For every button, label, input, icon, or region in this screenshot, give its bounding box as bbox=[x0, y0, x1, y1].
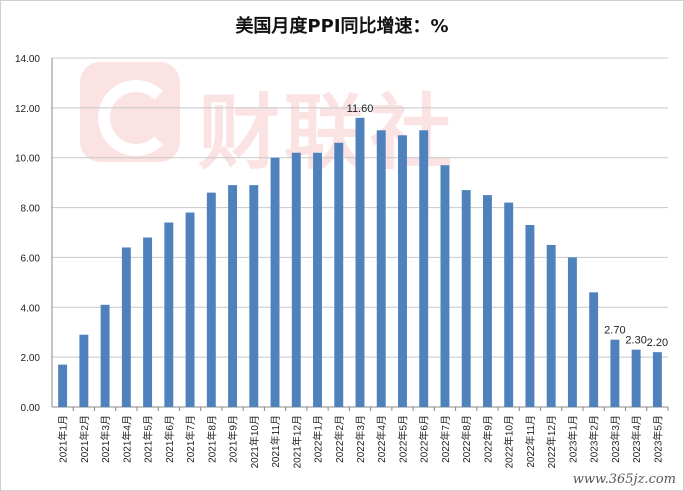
data-label: 2.20 bbox=[647, 337, 668, 349]
watermark-logo: 财联社 bbox=[80, 62, 470, 182]
x-tick-label: 2022年1月 bbox=[312, 415, 325, 463]
x-tick-label: 2021年4月 bbox=[120, 415, 133, 463]
bar bbox=[334, 142, 344, 407]
x-tick-label: 2022年11月 bbox=[524, 415, 537, 468]
y-tick-label: 12.00 bbox=[15, 104, 40, 115]
x-tick-label: 2023年2月 bbox=[588, 415, 601, 463]
bar bbox=[164, 222, 174, 407]
bar bbox=[398, 135, 407, 407]
bar bbox=[143, 237, 153, 407]
bar bbox=[228, 185, 238, 407]
watermark-text: 财联社 bbox=[198, 86, 457, 181]
bar bbox=[482, 195, 492, 407]
y-tick-label: 4.00 bbox=[21, 303, 41, 314]
bar bbox=[546, 244, 556, 407]
y-tick-label: 10.00 bbox=[15, 154, 40, 165]
bar bbox=[525, 225, 535, 407]
x-tick-label: 2021年3月 bbox=[99, 415, 112, 463]
bar bbox=[79, 334, 89, 407]
bar bbox=[313, 152, 322, 407]
x-tick-label: 2021年1月 bbox=[57, 415, 70, 463]
bar bbox=[461, 190, 471, 407]
bar bbox=[589, 292, 599, 407]
x-tick-label: 2021年9月 bbox=[227, 415, 240, 463]
bar bbox=[376, 130, 386, 408]
watermark-c-icon bbox=[80, 62, 180, 162]
x-tick-label: 2021年7月 bbox=[184, 415, 197, 463]
bar bbox=[58, 364, 68, 407]
x-tick-label: 2022年12月 bbox=[545, 415, 558, 468]
x-tick-label: 2021年10月 bbox=[248, 415, 261, 468]
bar bbox=[185, 212, 195, 407]
bar bbox=[440, 165, 450, 407]
data-label: 2.70 bbox=[604, 325, 625, 337]
x-tick-label: 2023年3月 bbox=[609, 415, 622, 463]
x-tick-label: 2022年9月 bbox=[481, 415, 494, 463]
bar bbox=[610, 339, 620, 407]
x-tick-label: 2021年8月 bbox=[205, 415, 218, 463]
x-tick-label: 2022年7月 bbox=[439, 415, 452, 463]
bar bbox=[652, 352, 662, 407]
bar bbox=[206, 192, 216, 407]
y-tick-label: 0.00 bbox=[21, 403, 41, 414]
x-tick-label: 2022年4月 bbox=[375, 415, 388, 463]
bar bbox=[121, 247, 131, 407]
x-tick-label: 2021年11月 bbox=[269, 415, 282, 468]
bar bbox=[270, 157, 280, 407]
x-tick-label: 2022年8月 bbox=[460, 415, 473, 463]
bar bbox=[631, 349, 641, 407]
y-tick-label: 14.00 bbox=[15, 54, 40, 65]
bar bbox=[419, 130, 429, 408]
x-tick-label: 2022年10月 bbox=[503, 415, 516, 468]
x-tick-label: 2021年5月 bbox=[142, 415, 155, 463]
data-label: 2.30 bbox=[625, 335, 646, 347]
bar bbox=[249, 185, 259, 407]
x-tick-label: 2021年12月 bbox=[290, 415, 303, 468]
x-tick-label: 2022年3月 bbox=[354, 415, 367, 463]
bar bbox=[291, 152, 301, 407]
x-tick-label: 2023年4月 bbox=[630, 415, 643, 463]
site-watermark: www.365jz.com bbox=[572, 472, 676, 487]
x-tick-label: 2022年6月 bbox=[418, 415, 431, 463]
chart-title: 美国月度PPI同比增速：% bbox=[235, 16, 449, 37]
x-tick-label: 2023年1月 bbox=[566, 415, 579, 463]
bar bbox=[100, 304, 110, 407]
bar bbox=[504, 202, 514, 407]
x-tick-label: 2022年5月 bbox=[396, 415, 409, 463]
x-tick-label: 2021年2月 bbox=[78, 415, 91, 463]
data-label: 11.60 bbox=[347, 103, 374, 115]
y-tick-label: 8.00 bbox=[21, 204, 41, 215]
bar bbox=[567, 257, 577, 407]
x-tick-label: 2021年6月 bbox=[163, 415, 176, 463]
y-tick-label: 6.00 bbox=[21, 253, 41, 264]
x-tick-label: 2023年5月 bbox=[651, 415, 664, 463]
x-tick-label: 2022年2月 bbox=[333, 415, 346, 463]
bar bbox=[355, 117, 365, 407]
y-tick-label: 2.00 bbox=[21, 353, 41, 364]
